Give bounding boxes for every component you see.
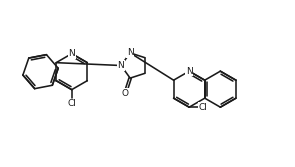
Text: Cl: Cl: [199, 103, 208, 112]
Text: O: O: [122, 89, 129, 98]
Text: Cl: Cl: [67, 99, 76, 108]
Text: N: N: [118, 61, 124, 70]
Text: N: N: [127, 48, 134, 57]
Text: N: N: [186, 67, 193, 76]
Text: N: N: [68, 49, 75, 58]
